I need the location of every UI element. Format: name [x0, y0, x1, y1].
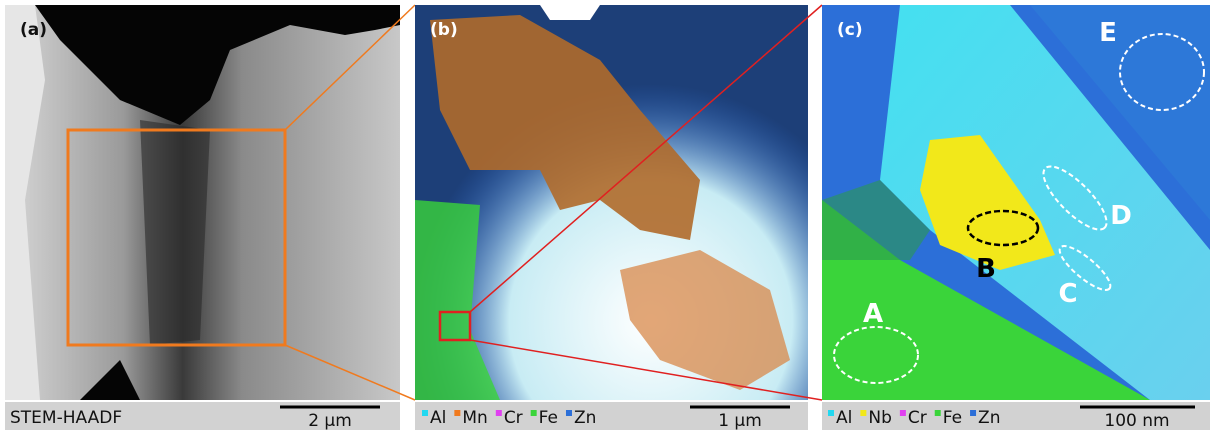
region-label: D	[1110, 201, 1132, 231]
scale-label: 100 nm	[1104, 411, 1169, 430]
legend-label: Fe	[539, 408, 558, 428]
panel-label: (a)	[20, 20, 47, 40]
legend-swatch	[454, 410, 460, 416]
figure: (a) (b) A B C D E (c) STEM-HAADF	[0, 0, 1213, 430]
panel-c: A B C D E (c)	[822, 5, 1210, 400]
legend-swatch	[422, 410, 428, 416]
legend-label: Al	[430, 408, 446, 428]
legend-label: Cr	[504, 408, 523, 428]
legend-swatch	[828, 410, 834, 416]
region-label: A	[863, 299, 883, 329]
legend-label: Nb	[868, 408, 892, 428]
region-label: C	[1058, 279, 1077, 309]
panel-label: (c)	[837, 20, 863, 40]
legend-label: Mn	[462, 408, 487, 428]
panel-b: (b)	[415, 5, 822, 400]
legend-swatch	[860, 410, 866, 416]
legend-swatch	[935, 410, 941, 416]
legend-swatch	[531, 410, 537, 416]
legend-label: Zn	[574, 408, 596, 428]
legend-label: Cr	[908, 408, 927, 428]
scale-label: 1 µm	[718, 411, 762, 430]
legend-swatch	[970, 410, 976, 416]
caption: STEM-HAADF	[10, 408, 122, 428]
legend-swatch	[496, 410, 502, 416]
region-label: B	[976, 254, 996, 284]
legend-label: Zn	[978, 408, 1000, 428]
panel-label: (b)	[430, 20, 458, 40]
legend-swatch	[900, 410, 906, 416]
region-label: E	[1099, 18, 1117, 48]
legend-label: Al	[836, 408, 852, 428]
legend-swatch	[566, 410, 572, 416]
panel-a: (a)	[5, 5, 415, 400]
legend-label: Fe	[943, 408, 962, 428]
scale-label: 2 µm	[308, 411, 352, 430]
